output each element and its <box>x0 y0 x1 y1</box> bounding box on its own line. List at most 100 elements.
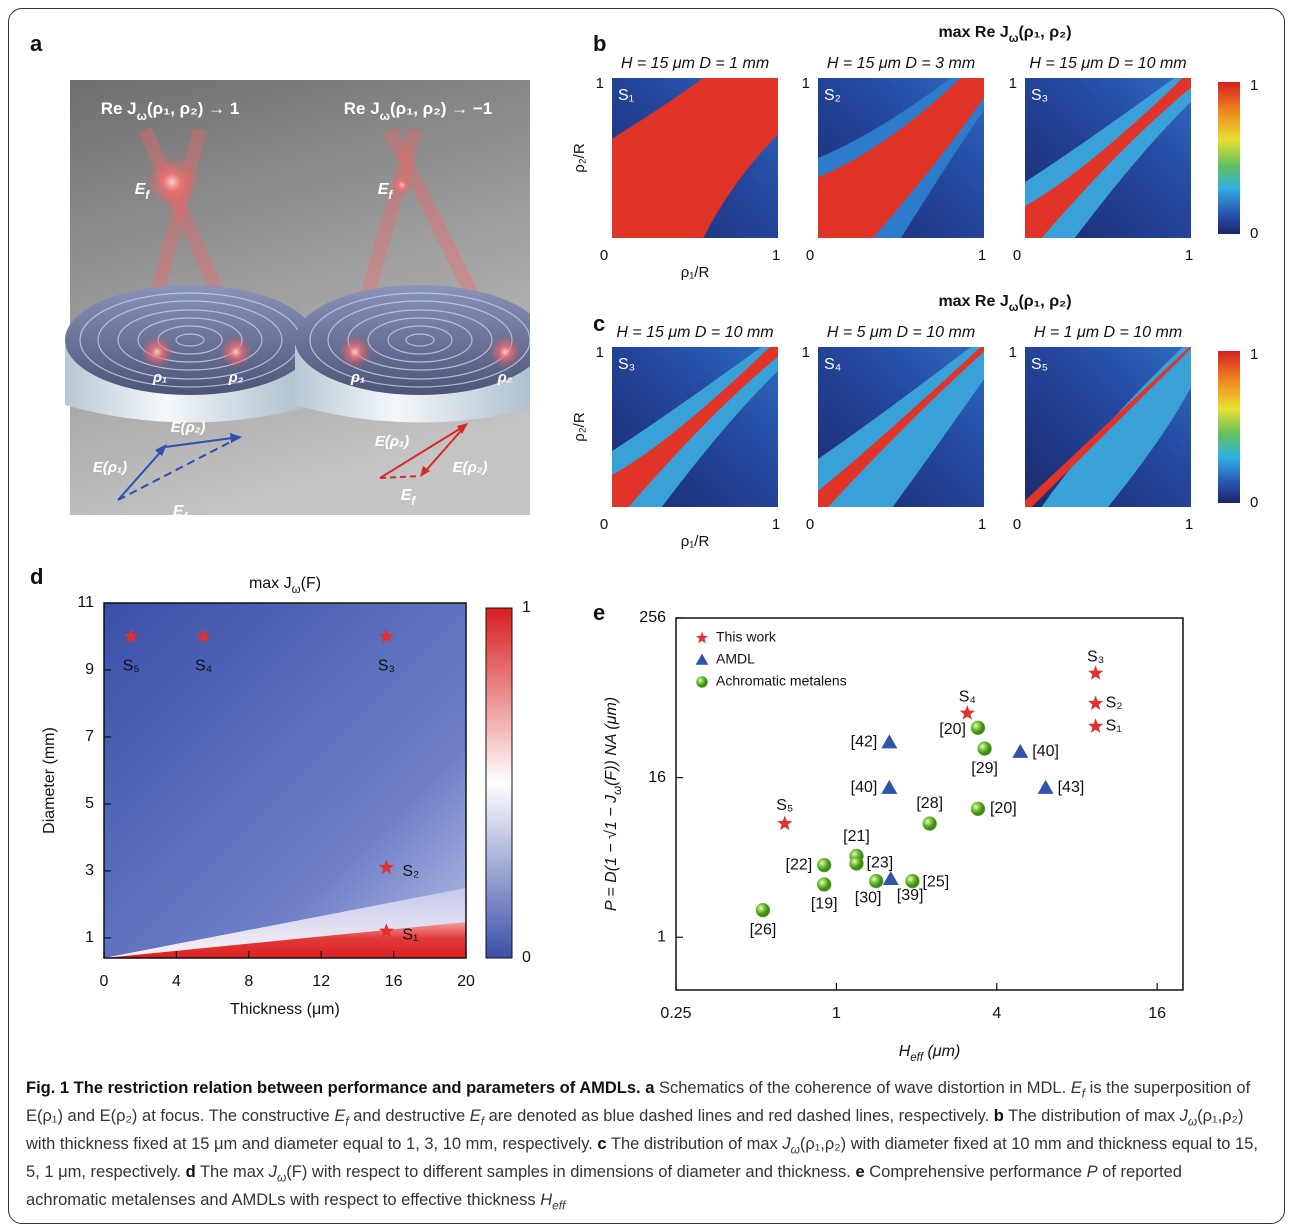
point-label: [26] <box>750 921 777 938</box>
point <box>971 802 985 816</box>
point-label: S₁ <box>1106 718 1122 735</box>
tick-label: 1 <box>802 344 810 361</box>
text-part: ω <box>1009 302 1019 314</box>
colorbar-label: 0 <box>1250 225 1258 242</box>
x-axis-label: ρ₁/R <box>681 264 710 281</box>
tick-label: 1 <box>1185 516 1193 533</box>
point-label: S₁ <box>402 926 418 943</box>
point-label: [40] <box>1032 743 1059 760</box>
caption-text: Schematics of the coherence of wave dist… <box>654 1079 1070 1097</box>
caption-text: The distribution of max <box>1004 1107 1180 1125</box>
x-axis-label: ρ₁/R <box>681 533 710 550</box>
point-label: S₂ <box>1106 695 1123 712</box>
y-axis-label: Diameter (mm) <box>41 727 58 834</box>
legend-label: AMDL <box>716 651 755 667</box>
colorbar-label: 1 <box>522 599 531 616</box>
text-part: (F) <box>301 575 321 592</box>
colorbar <box>486 608 512 958</box>
point <box>883 871 899 885</box>
vector-label: E(ρ₂) <box>171 419 206 436</box>
caption-text: J <box>269 1163 277 1181</box>
tick-label: 1 <box>978 516 986 533</box>
sample-label: S₃ <box>1031 87 1048 104</box>
tick-label: 1 <box>1185 247 1193 264</box>
caption-text: b <box>994 1107 1004 1125</box>
panel-label: d <box>30 564 43 589</box>
figure-caption: Fig. 1 The restriction relation between … <box>26 1074 1266 1214</box>
caption-text: d <box>186 1163 196 1181</box>
y-tick-label: 1 <box>657 928 666 945</box>
vector-label: E(ρ₁) <box>93 459 127 476</box>
x-tick-label: 16 <box>385 973 403 990</box>
tick-label: 0 <box>1013 516 1021 533</box>
point <box>905 874 919 888</box>
tick-label: 1 <box>1009 75 1017 92</box>
lens <box>295 285 545 423</box>
clip-mask <box>530 300 560 440</box>
tick-label: 1 <box>596 344 604 361</box>
point-label: [29] <box>971 760 998 777</box>
colorbar-label: 1 <box>1250 346 1258 363</box>
panel-title: max Re Jω(ρ₁, ρ₂) <box>938 24 1071 45</box>
tick-label: 1 <box>772 247 780 264</box>
x-tick-label: 20 <box>457 973 475 990</box>
y-tick-label: 9 <box>85 661 94 678</box>
point-label: S₅ <box>123 658 140 675</box>
rho-label: ρ₂ <box>228 369 244 386</box>
caption-text: eff <box>552 1198 565 1212</box>
caption-text: Comprehensive performance <box>865 1163 1087 1181</box>
point <box>923 817 937 831</box>
point-label: [20] <box>990 800 1017 817</box>
point-label: S₄ <box>195 658 212 675</box>
point <box>850 857 864 871</box>
point-label: S₄ <box>959 688 976 705</box>
caption-text: H <box>540 1191 552 1209</box>
point <box>1038 780 1054 794</box>
tick-label: 1 <box>596 75 604 92</box>
caption-text: E <box>1071 1079 1082 1097</box>
chart-title: max Jω(F) <box>249 575 321 596</box>
text-part: ω <box>1009 33 1019 45</box>
text-part: (ρ₁, ρ₂) <box>1018 24 1071 41</box>
figure: ρ₁ ρ₂ ρ₁ ρ₂ E(ρ₂) E(ρ₁) E(ρ₁) E(ρ₂) Re J… <box>0 0 1293 1232</box>
caption-text: E <box>470 1107 481 1125</box>
plot-title: H = 1 μm D = 10 mm <box>1034 324 1182 341</box>
caption-text: (F) with respect to different samples in… <box>286 1163 855 1181</box>
text-part: ω <box>380 109 390 123</box>
y-axis-label: P = D(1 − √1 − Jω(F)) NA (μm) <box>603 697 624 911</box>
map <box>612 78 778 238</box>
caption-text: The distribution of max <box>607 1135 783 1153</box>
tick-label: 0 <box>806 516 814 533</box>
legend-marker <box>696 632 708 644</box>
plot-title: H = 15 μm D = 10 mm <box>616 324 773 341</box>
tick-label: 1 <box>978 247 986 264</box>
point-label: [23] <box>867 855 894 872</box>
caption-text: The max <box>196 1163 269 1181</box>
text-part: max Re J <box>938 293 1008 310</box>
x-tick-label: 4 <box>172 973 181 990</box>
caption-text: ω <box>1188 1114 1197 1128</box>
y-tick-label: 256 <box>639 609 666 626</box>
caption-text: e <box>855 1163 864 1181</box>
text-part: (ρ₁, ρ₂) → −1 <box>390 99 492 118</box>
x-axis-label: Heff (μm) <box>899 1043 961 1064</box>
y-tick-label: 16 <box>648 769 666 786</box>
rho-label: ρ₁ <box>350 369 365 386</box>
text-part: Re J <box>344 99 380 118</box>
point-label: [19] <box>811 896 838 913</box>
plot-title: H = 15 μm D = 1 mm <box>621 55 769 72</box>
sample-label: S₁ <box>618 87 634 104</box>
point <box>777 816 792 831</box>
y-axis-label: ρ₂/R <box>571 143 588 173</box>
point <box>881 734 897 748</box>
caption-text: a <box>645 1079 654 1097</box>
text-part: (F)) NA (μm) <box>603 697 620 786</box>
text-part: (ρ₁, ρ₂) <box>1018 293 1071 310</box>
text-part: (μm) <box>923 1043 960 1060</box>
panel-label: c <box>593 311 605 336</box>
text-part: max Re J <box>938 24 1008 41</box>
point <box>817 877 831 891</box>
point <box>960 705 975 720</box>
sample-label: S₄ <box>824 356 841 373</box>
rho-label: ρ₂ <box>497 369 513 386</box>
